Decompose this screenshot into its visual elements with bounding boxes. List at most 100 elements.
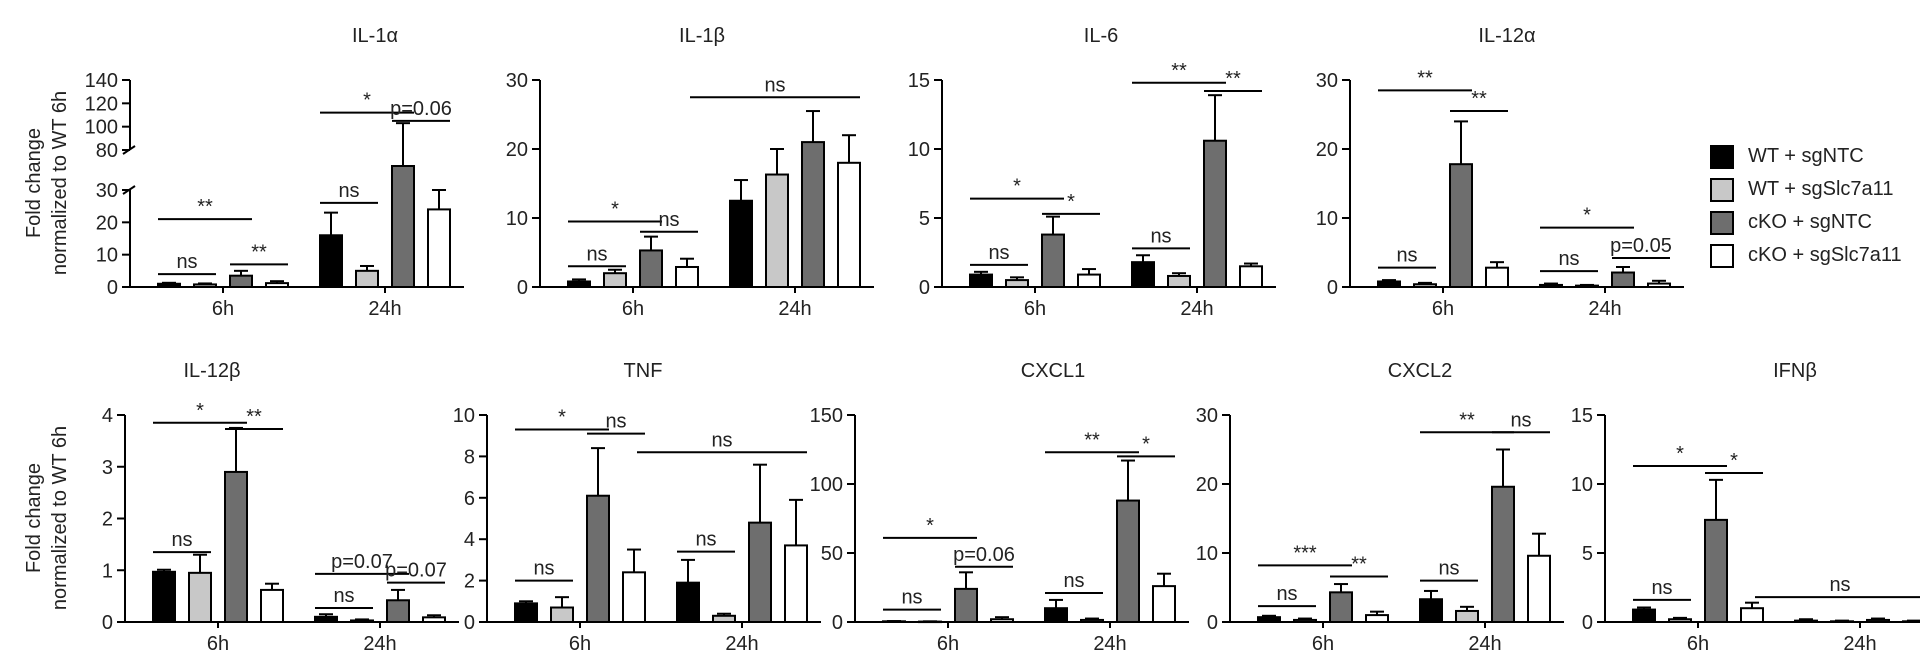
significance-label: ** (251, 241, 267, 263)
significance-label: * (1583, 205, 1591, 227)
x-tick-label: 24h (725, 633, 758, 655)
bar (1041, 233, 1065, 288)
y-tick-label: 0 (1327, 277, 1338, 299)
significance-label: * (196, 400, 204, 422)
bar (622, 571, 646, 624)
panel-title: IL-1α (352, 25, 398, 47)
x-tick-label: 6h (1432, 298, 1454, 320)
significance-label: p=0.05 (1610, 235, 1672, 257)
significance-label: ns (988, 242, 1009, 264)
bar (260, 588, 284, 623)
bar (603, 272, 627, 289)
significance-label: ns (171, 529, 192, 551)
significance-label: ** (1084, 429, 1100, 451)
bar (550, 606, 574, 624)
legend-label: cKO + sgNTC (1748, 211, 1872, 233)
bar (1794, 619, 1818, 623)
y-tick-label: 10 (908, 139, 930, 161)
y-tick-label: 2 (464, 571, 475, 593)
panel-title: IL-6 (1084, 25, 1118, 47)
legend-item-wt-sgslc7a11: WT + sgSlc7a11 (1710, 173, 1902, 206)
bar (1455, 609, 1479, 624)
bar (1740, 607, 1764, 624)
bar (1005, 279, 1029, 289)
y-tick-label: 0 (919, 277, 930, 299)
bar (1902, 620, 1920, 623)
panel-title: IL-12α (1478, 25, 1535, 47)
significance-label: ** (1459, 409, 1475, 431)
y-axis-label: Fold change (23, 128, 45, 238)
panel-title: IL-1β (679, 25, 725, 47)
y-tick-label: 0 (464, 612, 475, 634)
bar (1632, 608, 1656, 624)
x-tick-label: 24h (1843, 633, 1876, 655)
y-tick-label: 10 (1196, 543, 1218, 565)
significance-label: p=0.07 (331, 551, 393, 573)
bar (567, 280, 591, 289)
y-tick-label: 2 (102, 509, 113, 531)
bar (1116, 499, 1140, 623)
bar (748, 521, 772, 624)
bar (1527, 554, 1551, 624)
legend-swatch (1710, 144, 1734, 169)
legend-swatch (1710, 243, 1734, 268)
panel-title: TNF (624, 360, 663, 382)
bar (586, 494, 610, 624)
y-tick-label: 0 (107, 277, 118, 299)
bar (355, 269, 379, 289)
y-tick-label: 30 (96, 180, 118, 202)
bar (1830, 620, 1854, 623)
significance-label: ns (1558, 248, 1579, 270)
significance-label: ns (605, 411, 626, 433)
y-axis-label: Fold change (23, 463, 45, 573)
x-tick-label: 6h (1312, 633, 1334, 655)
significance-label: ns (1276, 583, 1297, 605)
bar (386, 599, 410, 624)
y-tick-label: 0 (102, 612, 113, 634)
significance-label: ns (1829, 574, 1850, 596)
bar (1377, 280, 1401, 289)
y-tick-label: 20 (96, 212, 118, 234)
bar (152, 570, 176, 623)
bar (1491, 485, 1515, 624)
y-tick-label: 30 (1196, 405, 1218, 427)
bar (1539, 283, 1563, 288)
bar (1668, 618, 1692, 623)
bar (639, 249, 663, 288)
significance-label: * (1013, 176, 1021, 198)
x-tick-label: 24h (1180, 298, 1213, 320)
significance-label: ** (1471, 88, 1487, 110)
significance-label: ns (901, 587, 922, 609)
legend-item-wt-sgntc: WT + sgNTC (1710, 140, 1902, 173)
bar (676, 581, 700, 623)
y-tick-label: 20 (1316, 139, 1338, 161)
significance-label: ** (246, 406, 262, 428)
bar (837, 161, 861, 288)
y-tick-label: 100 (810, 474, 843, 496)
bar (1044, 607, 1068, 624)
x-tick-label: 6h (212, 298, 234, 320)
significance-label: * (1142, 433, 1150, 455)
legend-swatch (1710, 177, 1734, 202)
x-tick-label: 6h (937, 633, 959, 655)
significance-label: ns (533, 558, 554, 580)
y-tick-label: 120 (85, 93, 118, 115)
y-tick-label: 50 (821, 543, 843, 565)
bar (969, 273, 993, 288)
y-tick-label: 10 (1571, 474, 1593, 496)
y-tick-label: 0 (1582, 612, 1593, 634)
significance-label: * (1067, 191, 1075, 213)
significance-label: ** (197, 196, 213, 218)
bar (712, 614, 736, 623)
y-tick-label: 20 (1196, 474, 1218, 496)
y-tick-label: 100 (85, 117, 118, 139)
bar (314, 615, 338, 624)
significance-label: ns (176, 251, 197, 273)
y-tick-label: 15 (908, 70, 930, 92)
y-tick-label: 10 (96, 245, 118, 267)
x-tick-label: 6h (207, 633, 229, 655)
x-tick-label: 24h (778, 298, 811, 320)
significance-label: p=0.06 (390, 98, 452, 120)
bar (350, 619, 374, 624)
